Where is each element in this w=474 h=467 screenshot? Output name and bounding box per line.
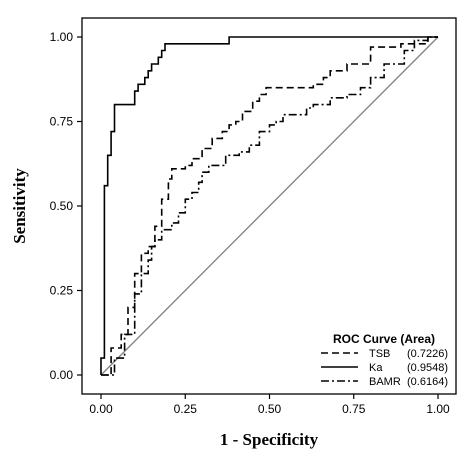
legend-label: BAMR [369,376,401,388]
legend-label: TSB [369,348,390,360]
x-tick-label: 0.00 [89,402,113,416]
y-tick-label: 0.25 [50,284,74,298]
y-axis-title: Sensitivity [10,168,29,244]
y-tick-label: 1.00 [50,30,74,44]
legend-item-tsb: TSB (0.7226) [321,348,448,360]
x-axis: 0.00 0.25 0.50 0.75 1.00 [89,394,450,416]
x-tick-label: 1.00 [426,402,450,416]
y-tick-label: 0.75 [50,115,74,129]
series-line-bamr [101,36,438,376]
legend-label: Ka [369,362,383,374]
series-line-ka [100,36,438,375]
legend-entries: TSB (0.7226) Ka (0.9548) BAMR (0.6164) [321,348,448,388]
y-axis: 0.00 0.25 0.50 0.75 1.00 [50,30,82,382]
legend-value: (0.9548) [407,362,448,374]
series-line-tsb [101,36,438,376]
legend-item-bamr: BAMR (0.6164) [321,376,448,388]
reference-layer [100,36,439,376]
x-axis-title: 1 - Specificity [220,430,319,449]
series-layer [100,36,438,376]
x-tick-label: 0.50 [258,402,282,416]
legend-title: ROC Curve (Area) [333,332,435,346]
x-tick-label: 0.75 [342,402,366,416]
legend: ROC Curve (Area) TSB (0.7226) Ka (0.9548) BA… [321,332,448,388]
legend-item-ka: Ka (0.9548) [321,362,448,374]
y-tick-label: 0.00 [50,368,74,382]
x-tick-label: 0.25 [174,402,198,416]
y-tick-label: 0.50 [50,199,74,213]
legend-value: (0.7226) [407,348,448,360]
reference-diagonal-line [100,36,439,376]
legend-value: (0.6164) [407,376,448,388]
